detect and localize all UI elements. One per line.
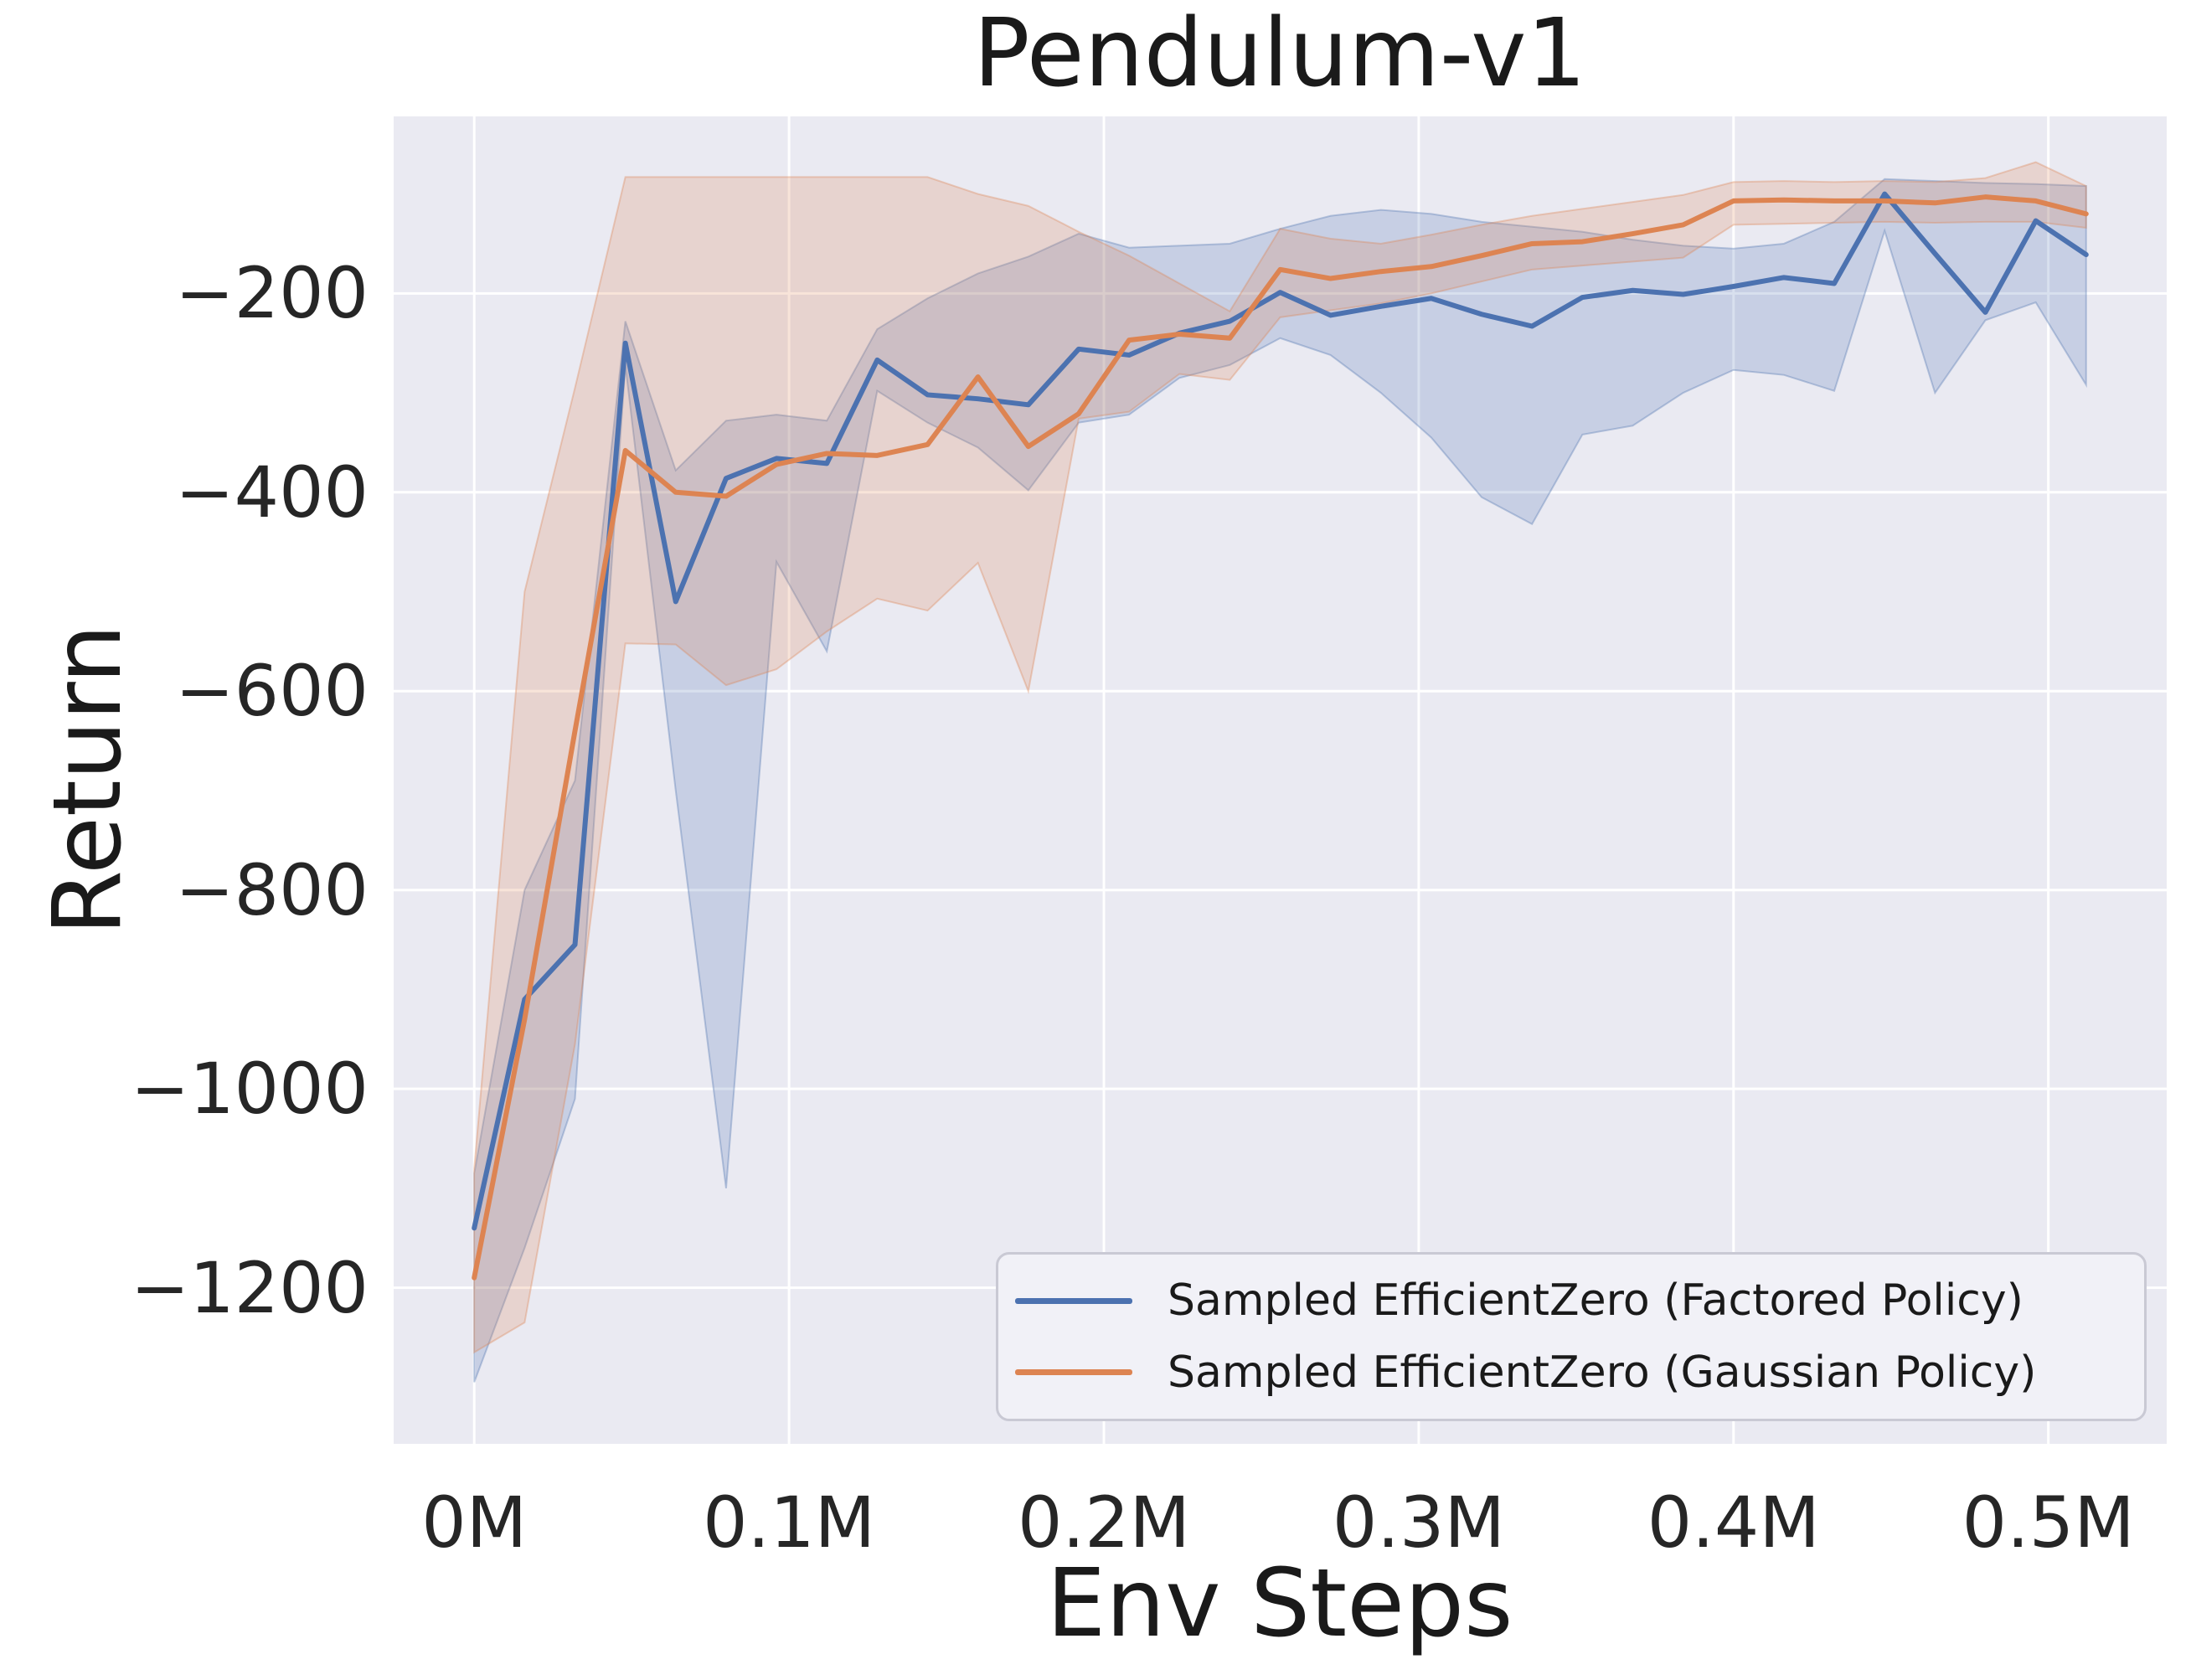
legend: Sampled EfficientZero (Factored Policy) … [996, 1252, 2147, 1421]
legend-line-sample-orange [1015, 1369, 1132, 1376]
x-tick-label: 0.3M [1332, 1482, 1505, 1564]
x-tick-label: 0.2M [1017, 1482, 1191, 1564]
x-tick-label: 0M [421, 1482, 528, 1564]
y-tick-label: −200 [175, 252, 369, 335]
confidence-band-gaussian [473, 161, 2087, 1354]
x-tick-label: 0.1M [703, 1482, 876, 1564]
mean-line-gaussian [472, 194, 2089, 1281]
y-tick-label: −1200 [130, 1246, 369, 1329]
x-axis-label: Env Steps [1046, 1549, 1513, 1658]
confidence-band-factored [473, 178, 2087, 1383]
y-tick-label: −1000 [130, 1048, 369, 1131]
legend-item-factored-policy: Sampled EfficientZero (Factored Policy) [1015, 1275, 2144, 1326]
legend-label: Sampled EfficientZero (Gaussian Policy) [1168, 1347, 2037, 1398]
x-tick-label: 0.4M [1647, 1482, 1820, 1564]
mean-line-factored [472, 191, 2089, 1231]
legend-line-sample-blue [1015, 1297, 1132, 1304]
y-tick-label: −600 [175, 650, 369, 733]
legend-label: Sampled EfficientZero (Factored Policy) [1168, 1275, 2023, 1327]
x-tick-label: 0.5M [1962, 1482, 2135, 1564]
chart-title: Pendulum-v1 [973, 0, 1586, 108]
legend-item-gaussian-policy: Sampled EfficientZero (Gaussian Policy) [1015, 1348, 2144, 1398]
y-tick-label: −800 [175, 848, 369, 931]
plot-background [394, 116, 2167, 1444]
y-tick-label: −400 [175, 451, 369, 533]
